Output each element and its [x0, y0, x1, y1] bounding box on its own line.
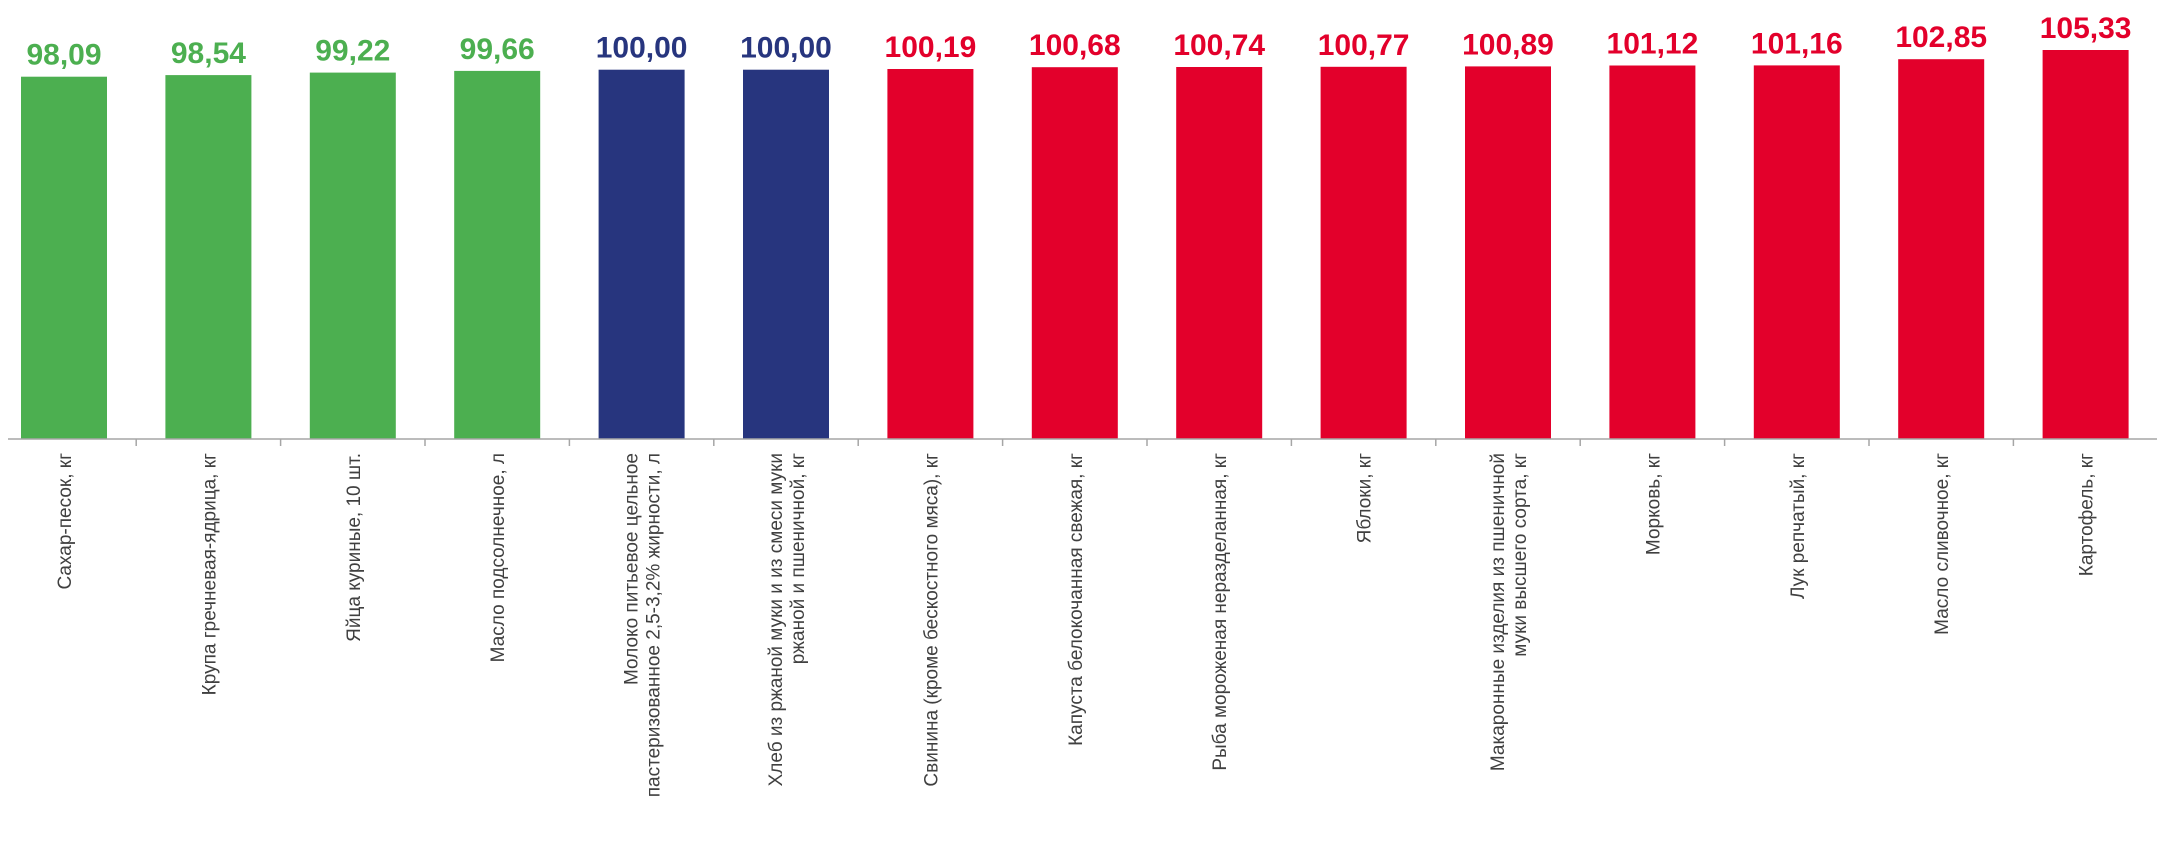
category-label-line: Масло сливочное, кг [1932, 453, 1953, 635]
bar [1609, 65, 1696, 439]
category-label: Яйца куриные, 10 шт. [344, 453, 365, 642]
bar-value-label: 98,09 [26, 39, 101, 72]
bars-group [21, 50, 2129, 440]
category-label-line: Хлеб из ржаной муки и из смеси муки [766, 453, 787, 786]
category-label: Лук репчатый, кг [1788, 453, 1809, 599]
bar [1320, 66, 1407, 440]
category-label-line: Картофель, кг [2077, 453, 2098, 576]
category-label: Хлеб из ржаной муки и из смеси муки ржано… [766, 453, 809, 786]
category-label: Масло подсолнечное, л [488, 453, 509, 662]
bar-value-label: 100,74 [1173, 29, 1265, 62]
category-label: Крупа гречневая-ядрица, кг [199, 453, 220, 695]
category-label: Масло сливочное, кг [1932, 453, 1953, 635]
bar-value-label: 101,12 [1607, 28, 1699, 61]
bar [454, 70, 541, 440]
bar [21, 76, 107, 439]
category-label-line: Сахар-песок, кг [55, 453, 76, 590]
bar [165, 75, 252, 439]
bar [1176, 67, 1263, 439]
bar-value-label: 102,85 [1895, 21, 1987, 54]
category-label: Макаронные изделия из пшеничной муки высш… [1488, 453, 1531, 771]
bar-value-label: 99,66 [460, 33, 535, 66]
bar-value-label: 100,68 [1029, 29, 1121, 62]
category-label-line: пастеризованное 2,5-3,2% жирности, л [644, 453, 665, 797]
bar [887, 69, 974, 439]
bar [743, 69, 829, 439]
category-label-line: Яблоки, кг [1355, 453, 1376, 543]
category-label: Свинина (кроме бескостного мяса), кг [921, 453, 942, 787]
bar [1898, 59, 1985, 439]
category-label: Яблоки, кг [1355, 453, 1376, 543]
bar-value-label: 100,19 [885, 31, 977, 64]
category-label-line: ржаной и пшеничной, кг [788, 453, 809, 664]
category-label-line: Рыба мороженая неразделанная, кг [1210, 453, 1231, 771]
category-label: Капуста белокочанная свежая, кг [1066, 453, 1087, 746]
category-labels-group: Сахар-песок, кг Крупа гречневая-ядрица, к… [55, 453, 2098, 797]
category-label-line: Масло подсолнечное, л [488, 453, 509, 662]
bar [2042, 50, 2129, 439]
category-label-line: Капуста белокочанная свежая, кг [1066, 453, 1087, 746]
category-label: Сахар-песок, кг [55, 453, 76, 590]
category-label-line: Макаронные изделия из пшеничной [1488, 453, 1509, 771]
category-label: Морковь, кг [1643, 453, 1664, 555]
category-label-line: Крупа гречневая-ядрица, кг [199, 453, 220, 695]
bar [309, 72, 396, 439]
category-label-line: муки высшего сорта, кг [1510, 453, 1531, 657]
category-label-line: Молоко питьевое цельное [622, 453, 643, 685]
bar-value-label: 100,00 [740, 32, 832, 65]
category-label: Молоко питьевое цельное пастеризованное 2… [622, 453, 665, 797]
bar [598, 69, 685, 439]
bar-value-label: 105,33 [2040, 12, 2132, 45]
bar-value-label: 99,22 [315, 35, 390, 68]
category-label-line: Свинина (кроме бескостного мяса), кг [921, 453, 942, 787]
category-label: Рыба мороженая неразделанная, кг [1210, 453, 1231, 771]
bar [1465, 66, 1551, 440]
bar-value-label: 100,89 [1462, 28, 1554, 61]
bar-value-label: 100,77 [1318, 29, 1410, 62]
bar-value-label: 98,54 [171, 37, 246, 70]
category-label-line: Лук репчатый, кг [1788, 453, 1809, 599]
bar-value-label: 100,00 [596, 32, 688, 65]
bar [1031, 67, 1118, 439]
x-axis [8, 438, 2157, 446]
category-label: Картофель, кг [2077, 453, 2098, 576]
category-label-line: Яйца куриные, 10 шт. [344, 453, 365, 642]
value-labels-group: 98,09 98,54 99,22 99,66 100,00 100,00 100,19 10… [26, 12, 2131, 72]
bar [1753, 65, 1840, 440]
bar-value-label: 101,16 [1751, 27, 1843, 60]
category-label-line: Морковь, кг [1643, 453, 1664, 555]
